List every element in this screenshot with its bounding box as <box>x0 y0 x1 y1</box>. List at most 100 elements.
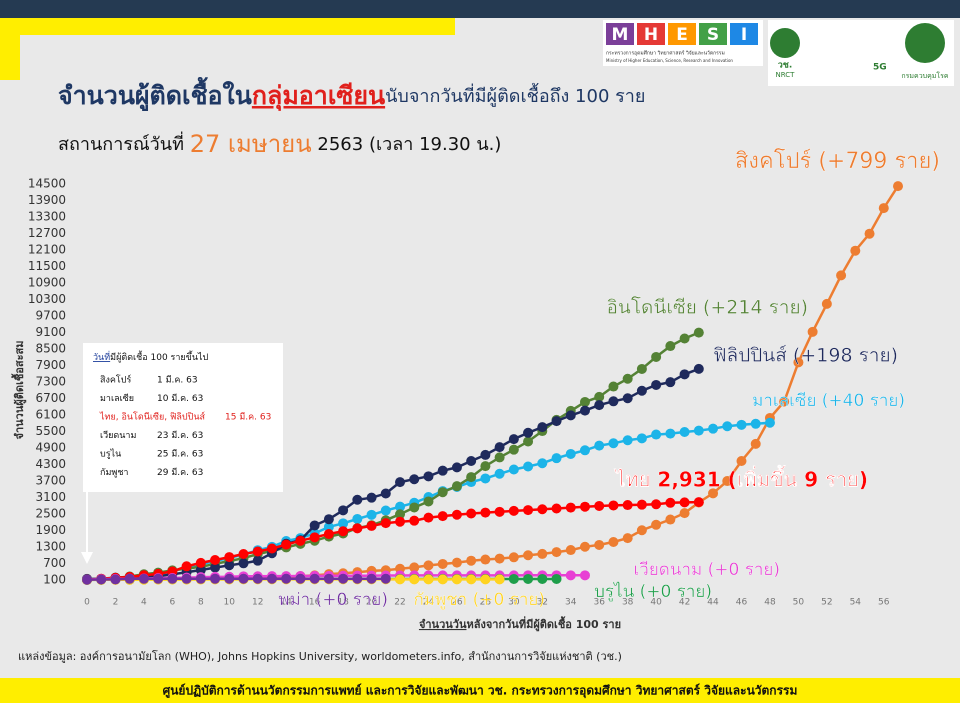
series-label: พม่า (+0 ราย) <box>278 590 388 610</box>
data-point <box>338 518 349 529</box>
data-point <box>651 499 662 510</box>
box-country: ไทย, อินโดนีเซีย, ฟิลิปปินส์ <box>99 411 205 423</box>
data-point <box>124 573 135 584</box>
x-tick-label: 46 <box>736 598 748 608</box>
x-tick-label: 40 <box>650 598 662 608</box>
data-point <box>651 519 662 530</box>
logo-icon <box>905 23 945 63</box>
data-point <box>395 509 406 520</box>
data-point <box>437 574 448 585</box>
x-tick-label: 38 <box>622 598 634 608</box>
data-point <box>338 573 349 584</box>
data-point <box>110 574 121 585</box>
x-tick-label: 6 <box>170 598 176 608</box>
data-point <box>608 396 619 407</box>
plot: 1007001300190025003100370043004900550061… <box>28 148 940 610</box>
x-tick-label: 8 <box>198 598 204 608</box>
data-point <box>238 573 249 584</box>
x-tick-label: 54 <box>850 598 862 608</box>
data-point <box>466 508 477 519</box>
data-point <box>167 573 178 584</box>
data-point <box>878 203 889 214</box>
logo-text: วช. <box>778 61 793 71</box>
x-tick-label: 22 <box>394 598 405 608</box>
data-point <box>565 410 576 421</box>
title-part: นับจากวันที่มีผู้ติดเชื้อถึง 100 ราย <box>385 83 645 107</box>
data-point <box>366 573 377 584</box>
data-point <box>850 245 861 256</box>
logo-letter: H <box>644 25 658 45</box>
data-point <box>551 573 562 584</box>
data-point <box>366 520 377 531</box>
data-point <box>252 573 263 584</box>
data-point <box>579 570 590 581</box>
box-country: สิงคโปร์ <box>100 374 131 386</box>
footer: ศูนย์ปฏิบัติการด้านนวัตกรรมการแพทย์ และก… <box>163 684 798 699</box>
data-point <box>323 521 334 532</box>
box-date: 10 มี.ค. 63 <box>157 393 203 404</box>
data-point <box>395 574 406 585</box>
y-tick-label: 12100 <box>28 243 66 257</box>
data-point <box>608 381 619 392</box>
data-point <box>551 453 562 464</box>
data-point <box>565 545 576 556</box>
box-date: 15 มี.ค. 63 <box>225 412 271 423</box>
data-point <box>665 497 676 508</box>
y-tick-label: 6100 <box>35 408 66 422</box>
series-label: เวียดนาม (+0 ราย) <box>633 560 780 580</box>
y-tick-label: 9100 <box>35 325 66 339</box>
logo-icon <box>770 28 800 58</box>
data-point <box>437 465 448 476</box>
data-point <box>437 558 448 569</box>
data-point <box>651 429 662 440</box>
data-point <box>864 228 875 239</box>
logo-text: 5G <box>873 63 887 73</box>
data-point <box>323 573 334 584</box>
y-tick-label: 700 <box>43 556 66 570</box>
x-tick-label: 2 <box>113 598 119 608</box>
data-point <box>693 425 704 436</box>
x-label-part: จำนวนวัน <box>419 618 467 631</box>
logos: กระทรวงการอุดมศึกษา วิทยาศาสตร์ วิจัยและ… <box>603 20 954 86</box>
data-point <box>722 421 733 432</box>
data-point <box>380 505 391 516</box>
series-line <box>86 577 386 581</box>
data-point <box>266 543 277 554</box>
box-title-part: มีผู้ติดเชื้อ 100 รายขึ้นไป <box>110 350 208 363</box>
data-point <box>665 341 676 352</box>
data-point <box>210 573 221 584</box>
y-tick-label: 4900 <box>35 441 66 455</box>
series-label: อินโดนีเซีย (+214 ราย) <box>606 296 808 319</box>
x-tick-label: 26 <box>451 598 463 608</box>
data-point <box>295 573 306 584</box>
data-point <box>238 558 249 569</box>
x-tick-label: 24 <box>423 598 435 608</box>
source: แหล่งข้อมูล: องค์การอนามัยโลก (WHO), Joh… <box>18 649 622 663</box>
x-tick-label: 52 <box>821 598 832 608</box>
data-point <box>821 298 832 309</box>
series-label: บรูไน (+0 ราย) <box>594 581 712 602</box>
data-point <box>736 456 747 467</box>
data-point <box>636 525 647 536</box>
data-point <box>309 532 320 543</box>
data-point <box>309 573 320 584</box>
logo-letter-bg <box>606 23 634 45</box>
data-point <box>750 438 761 449</box>
data-point <box>96 574 107 585</box>
data-point <box>409 515 420 526</box>
subtitle-part: (เวลา 19.30 น.) <box>369 134 501 155</box>
x-tick-label: 42 <box>679 598 690 608</box>
data-point <box>380 518 391 529</box>
data-point <box>238 549 249 560</box>
data-point <box>594 391 605 402</box>
y-tick-label: 100 <box>43 573 66 587</box>
data-point <box>252 546 263 557</box>
y-tick-label: 7900 <box>35 358 66 372</box>
data-point <box>793 357 804 368</box>
data-point <box>395 501 406 512</box>
x-axis-label: จำนวนวันหลังจากวันที่มีผู้ติดเชื้อ 100 ร… <box>419 616 621 632</box>
data-point <box>480 554 491 565</box>
data-point <box>651 379 662 390</box>
data-point <box>210 555 221 566</box>
box-country: บรูไน <box>100 449 121 460</box>
